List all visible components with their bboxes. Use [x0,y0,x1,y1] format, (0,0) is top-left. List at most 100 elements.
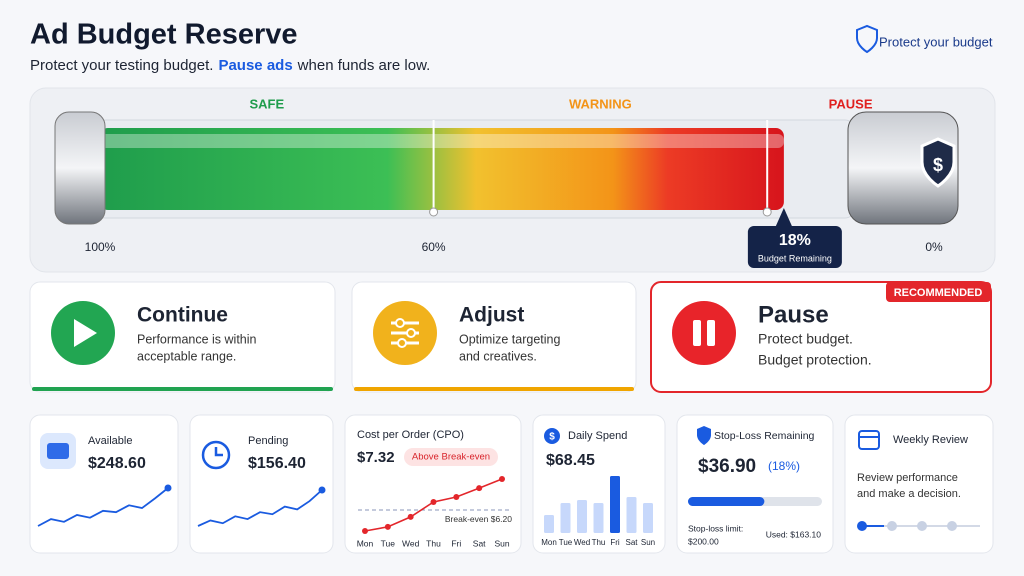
tube-cap-right [847,111,959,225]
shield-icon [856,24,878,54]
spend-bar [544,515,554,533]
action-title: Continue [137,304,228,327]
gauge-threshold-dot [429,207,439,217]
action-underline [354,387,634,391]
title: Ad Budget Reserve [30,19,298,51]
action-card[interactable] [650,281,992,393]
calendar-icon [858,430,880,450]
spend-bar [593,503,604,533]
wallet-glyph [47,443,69,459]
shield-dollar-icon [920,137,956,188]
day-label: Tue [381,538,396,548]
metric-value: $248.60 [88,455,146,472]
action-card[interactable] [29,281,336,393]
day-label: Thu [592,538,606,547]
action-title: Pause [758,301,829,328]
recommended-badge [886,282,991,302]
subtitle-part: when funds are low. [297,57,431,74]
action-text: Budget protection. [758,352,872,368]
metric-label: Pending [248,435,288,447]
gauge-tick-label: 100% [85,240,116,254]
day-label: Sat [625,538,638,547]
tube-cap-left [54,111,106,225]
stoploss-fill [688,497,765,506]
day-label: Fri [451,538,461,548]
metric-title: Cost per Order (CPO) [357,429,464,441]
cpo-point [453,493,460,500]
spend-bar [560,503,571,533]
slider-knob [397,338,407,348]
step-dot [947,521,957,531]
action-underline [32,387,333,391]
step-dot [887,521,897,531]
dollar-icon [544,428,560,444]
step-dot [917,521,927,531]
slider-knob [406,328,416,338]
action-text: Performance is within [137,332,257,346]
action-cards: Continue Performance is within acceptable … [29,281,992,393]
subtitle-part: Protect your testing budget. [30,57,213,74]
day-label: Mon [357,538,374,548]
action-text: and creatives. [459,349,537,363]
play-glyph [74,319,97,347]
metric-value: $68.45 [546,452,595,469]
cpo-point [430,498,437,505]
gauge-tick-label: 0% [925,240,943,254]
slider-knob [395,318,405,328]
action-text: Protect budget. [758,331,853,347]
metric-cards: Available $248.60 Pending $156.40 Cost per O… [29,414,994,554]
clock-icon [201,440,231,470]
metric-card [189,414,334,554]
sparkline-end [164,484,172,492]
zone-label: WARNING [569,96,632,111]
dollar-glyph: $ [933,155,943,175]
day-label: Sun [641,538,655,547]
gauge-fill [100,128,784,210]
cpo-point [407,513,414,520]
spend-bar [577,500,587,533]
spend-bar [643,503,653,533]
weekly-text: and make a decision. [857,488,961,500]
gauge-threshold-dot [762,207,772,217]
metric-title: Stop-Loss Remaining [714,430,815,442]
remaining-pointer [775,208,792,226]
sparkline [37,487,169,527]
stoploss-used: Used: $163.10 [766,529,822,539]
shield-icon [697,426,711,445]
zone-label: SAFE [249,96,284,111]
cpo-point [384,523,391,530]
metric-value: $7.32 [357,449,395,466]
day-label: Sun [494,538,509,548]
metric-value: $156.40 [248,455,306,472]
clock-hands [214,447,223,457]
pause-glyph [707,320,715,346]
metric-value: $36.90 [698,456,756,477]
metric-label: Available [88,435,132,447]
action-title: Adjust [459,304,524,327]
remaining-value: 18% [779,232,811,249]
remaining-callout [747,226,842,268]
remaining-caption: Budget Remaining [758,253,832,263]
subtitle-highlight: Pause ads [218,57,292,74]
cpo-point [476,485,483,492]
metric-percent: (18%) [768,459,800,473]
gauge-tick-label: 60% [422,240,446,254]
cpo-point [499,476,505,482]
stoploss-limit-label: Stop-loss limit: [688,523,743,533]
day-label: Tue [559,538,573,547]
spend-bar [610,476,620,533]
metric-card [844,414,994,554]
day-label: Fri [610,538,620,547]
dollar-glyph: $ [549,432,555,443]
spend-bar [626,497,637,533]
badge[interactable]: Protect your budget [879,34,993,49]
day-label: Sat [473,538,486,548]
gauge-shine [100,134,784,148]
subtitle: Protect your testing budget. Pause ads whe… [30,57,430,74]
metric-card [676,414,834,554]
cpo-badge-text: Above Break-even [412,452,490,463]
day-label: Wed [402,538,420,548]
action-text: Optimize targeting [459,332,560,346]
